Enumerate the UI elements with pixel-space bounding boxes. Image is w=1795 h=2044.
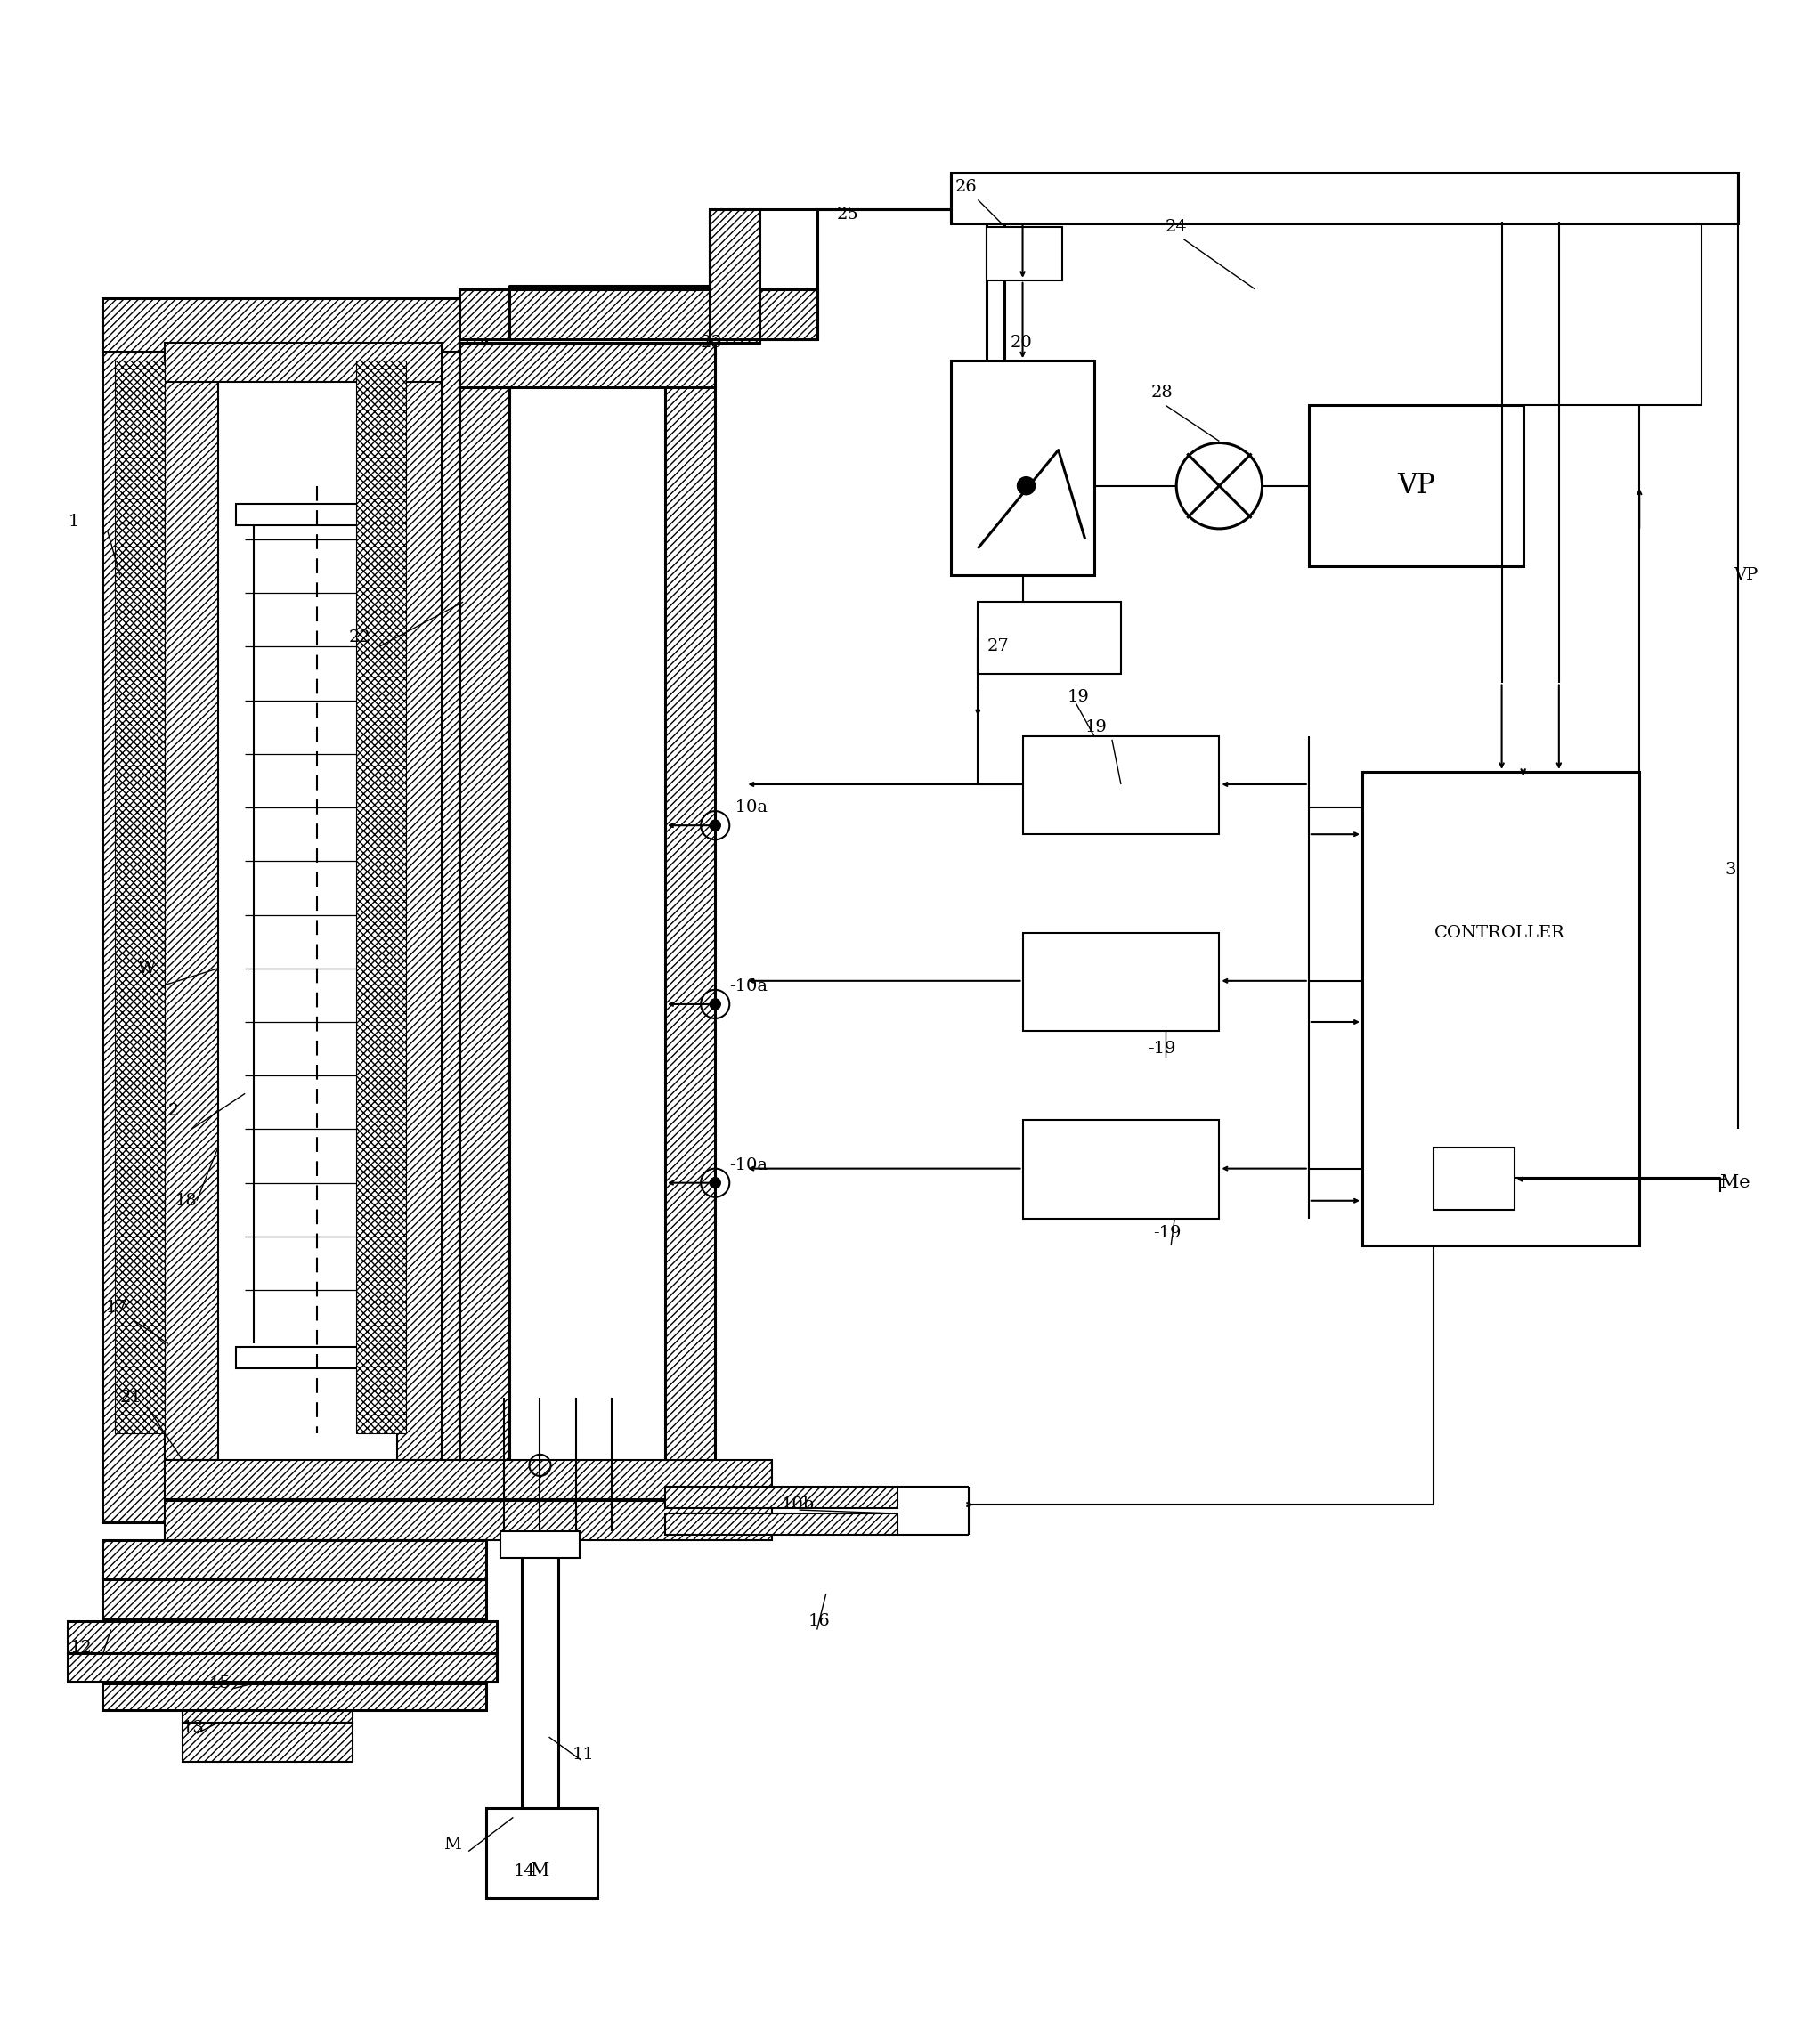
Text: Me: Me [1720,1175,1750,1192]
Bar [355,360,406,1433]
Text: CONTROLLER: CONTROLLER [1434,924,1565,940]
Bar [951,174,1738,223]
Text: 22: 22 [348,630,372,646]
Bar [397,352,442,1459]
Text: 15: 15 [210,1676,232,1690]
Bar [102,298,486,352]
Text: 1: 1 [68,513,79,529]
Bar [1309,405,1524,566]
Text: 14: 14 [513,1862,535,1878]
Bar [1023,932,1219,1030]
Text: 20: 20 [1011,335,1032,352]
Bar [666,1513,898,1535]
Text: 13: 13 [183,1719,205,1735]
Circle shape [1018,476,1036,495]
Bar [183,1684,352,1723]
Text: 23: 23 [700,335,723,352]
Text: -10a: -10a [729,979,768,993]
Bar [666,352,714,1531]
Bar [165,343,442,382]
Bar [1023,736,1219,834]
Bar [102,1684,486,1711]
Bar [1023,1120,1219,1218]
Bar [406,352,486,1459]
Bar [460,352,510,1531]
Text: 17: 17 [106,1300,127,1316]
Text: M: M [531,1862,549,1878]
Bar [165,352,219,1459]
Text: 25: 25 [836,206,858,223]
Text: 24: 24 [1165,219,1188,235]
Bar [102,1580,486,1619]
Bar [709,208,759,343]
Text: 11: 11 [573,1748,594,1762]
Bar [951,360,1095,574]
Text: VP: VP [1734,566,1759,583]
Text: 12: 12 [70,1639,92,1656]
Text: -19: -19 [1147,1040,1176,1057]
Text: 18: 18 [176,1194,197,1208]
Bar [115,360,165,1433]
Bar [102,307,192,1523]
Text: 27: 27 [987,638,1009,654]
Bar [102,1541,486,1580]
Text: -10a: -10a [729,1157,768,1173]
Text: -10a: -10a [729,799,768,816]
Bar [68,1621,497,1654]
Bar [237,1347,397,1369]
Text: 19: 19 [1068,689,1090,705]
Text: 26: 26 [955,180,976,196]
Bar [460,288,817,339]
Bar [1434,1147,1515,1210]
Circle shape [709,1000,720,1010]
Text: M: M [443,1836,461,1852]
Bar [237,503,397,525]
Bar [68,1654,497,1682]
Bar [165,1500,772,1541]
Circle shape [709,820,720,830]
Text: 16: 16 [808,1613,829,1629]
Text: 3: 3 [1725,863,1736,879]
Bar [460,343,714,388]
Circle shape [709,1177,720,1188]
Bar [165,1459,772,1498]
Bar [987,227,1063,280]
Text: 28: 28 [1151,384,1174,401]
Text: W: W [138,961,156,977]
Bar [978,603,1120,672]
Bar [183,1723,352,1762]
Bar [666,1486,898,1508]
Text: VP: VP [1397,472,1434,499]
Text: 19: 19 [1086,719,1108,736]
Text: -19: -19 [1152,1224,1181,1241]
Text: 21: 21 [120,1390,142,1406]
Text: 2: 2 [169,1104,179,1120]
Text: 10b: 10b [781,1496,815,1513]
Bar [486,1809,598,1897]
Bar [501,1531,580,1558]
Bar [1362,773,1639,1245]
